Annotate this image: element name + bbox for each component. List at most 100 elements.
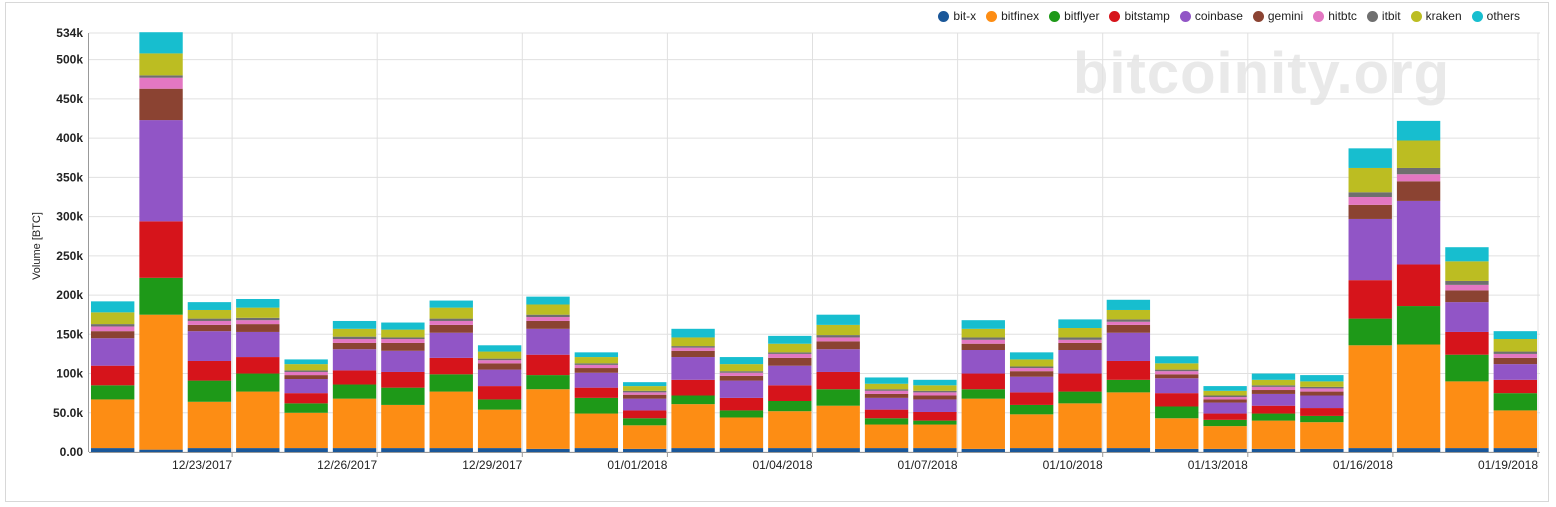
bar-segment-coinbase[interactable] (526, 328, 570, 355)
bar-segment-coinbase[interactable] (864, 397, 909, 410)
bar-segment-bitflyer[interactable] (139, 277, 183, 315)
bar-segment-gemini[interactable] (913, 395, 957, 400)
bar-segment-hitbtc[interactable] (236, 320, 280, 325)
bar-segment-itbit[interactable] (864, 389, 909, 391)
bar-segment-bitfinex[interactable] (719, 417, 764, 449)
bar-segment-others[interactable] (1155, 356, 1199, 364)
bar-segment-hitbtc[interactable] (1493, 353, 1537, 358)
bar-segment-bit-x[interactable] (429, 448, 473, 452)
bar-segment-bitflyer[interactable] (1251, 413, 1296, 421)
bar-segment-kraken[interactable] (381, 329, 425, 338)
bar-segment-bit-x[interactable] (1493, 448, 1537, 452)
bar-segment-bit-x[interactable] (864, 448, 909, 452)
bar-segment-bitstamp[interactable] (768, 385, 812, 401)
bar-segment-itbit[interactable] (768, 352, 812, 354)
bar-segment-kraken[interactable] (236, 307, 280, 318)
bar-segment-gemini[interactable] (816, 341, 860, 350)
bar-segment-bit-x[interactable] (1058, 448, 1102, 452)
bar-segment-bit-x[interactable] (719, 448, 764, 452)
bar-segment-bitflyer[interactable] (1493, 393, 1537, 411)
bar-segment-bitstamp[interactable] (477, 386, 522, 400)
bar-segment-gemini[interactable] (1445, 290, 1489, 303)
bar-segment-coinbase[interactable] (913, 399, 957, 412)
bar-segment-others[interactable] (91, 301, 135, 313)
bar-segment-bitstamp[interactable] (139, 221, 183, 278)
bar-segment-kraken[interactable] (526, 304, 570, 315)
bar-segment-kraken[interactable] (332, 328, 377, 337)
bar-segment-others[interactable] (671, 328, 715, 338)
bar-segment-bitflyer[interactable] (768, 400, 812, 412)
bar-segment-bitfinex[interactable] (1203, 426, 1247, 449)
bar-segment-itbit[interactable] (429, 318, 473, 321)
bar-segment-hitbtc[interactable] (526, 317, 570, 321)
bar-segment-bitstamp[interactable] (429, 357, 473, 375)
bar-segment-bitfinex[interactable] (284, 412, 328, 449)
bar-segment-bitfinex[interactable] (1009, 414, 1054, 449)
bar-segment-kraken[interactable] (1009, 359, 1054, 367)
bar-segment-coinbase[interactable] (574, 372, 619, 388)
bar-segment-coinbase[interactable] (671, 357, 715, 380)
bar-segment-kraken[interactable] (284, 364, 328, 371)
bar-segment-coinbase[interactable] (961, 349, 1005, 374)
bar-segment-bitstamp[interactable] (1155, 393, 1199, 407)
bar-segment-bitfinex[interactable] (91, 399, 135, 449)
bar-segment-coinbase[interactable] (381, 350, 425, 372)
bar-segment-gemini[interactable] (477, 363, 522, 370)
bar-segment-bit-x[interactable] (1348, 448, 1392, 452)
bar-segment-bitfinex[interactable] (139, 314, 183, 450)
bar-segment-itbit[interactable] (1106, 319, 1151, 322)
bar-segment-gemini[interactable] (1155, 374, 1199, 379)
bar-segment-bitfinex[interactable] (1058, 403, 1102, 449)
bar-segment-bit-x[interactable] (913, 448, 957, 452)
bar-segment-coinbase[interactable] (1445, 302, 1489, 332)
bar-segment-gemini[interactable] (284, 375, 328, 380)
bar-segment-bitflyer[interactable] (284, 403, 328, 413)
bar-segment-coinbase[interactable] (236, 331, 280, 358)
bar-segment-gemini[interactable] (864, 393, 909, 398)
bar-segment-bitfinex[interactable] (236, 391, 280, 449)
bar-segment-bitflyer[interactable] (961, 389, 1005, 399)
bar-segment-hitbtc[interactable] (574, 364, 619, 369)
bar-segment-bitstamp[interactable] (623, 410, 667, 419)
bar-segment-bitflyer[interactable] (623, 418, 667, 426)
bar-segment-coinbase[interactable] (91, 338, 135, 366)
bar-segment-bitflyer[interactable] (236, 373, 280, 392)
bar-segment-hitbtc[interactable] (1106, 321, 1151, 325)
bar-segment-bitflyer[interactable] (1155, 406, 1199, 419)
bar-segment-gemini[interactable] (1348, 204, 1392, 219)
bar-segment-coinbase[interactable] (1009, 376, 1054, 393)
bar-segment-bit-x[interactable] (526, 448, 570, 452)
bar-segment-kraken[interactable] (1251, 379, 1296, 386)
bar-segment-others[interactable] (477, 345, 522, 352)
bar-segment-hitbtc[interactable] (864, 390, 909, 394)
bar-segment-bitstamp[interactable] (1009, 392, 1054, 405)
bar-segment-bitstamp[interactable] (816, 371, 860, 390)
bar-segment-others[interactable] (526, 296, 570, 305)
bar-segment-bitfinex[interactable] (671, 404, 715, 449)
bar-segment-others[interactable] (1009, 352, 1054, 360)
bar-segment-kraken[interactable] (91, 312, 135, 325)
bar-segment-bit-x[interactable] (1445, 448, 1489, 452)
bar-segment-others[interactable] (1106, 299, 1151, 310)
bar-segment-bitflyer[interactable] (816, 389, 860, 406)
bar-segment-itbit[interactable] (1155, 369, 1199, 372)
bar-segment-hitbtc[interactable] (381, 339, 425, 343)
bar-segment-itbit[interactable] (477, 358, 522, 361)
bar-segment-bitfinex[interactable] (526, 389, 570, 449)
bar-segment-gemini[interactable] (332, 342, 377, 350)
bar-segment-others[interactable] (1396, 120, 1441, 141)
bar-segment-coinbase[interactable] (332, 349, 377, 371)
bar-segment-gemini[interactable] (381, 342, 425, 351)
bar-segment-bitstamp[interactable] (864, 409, 909, 419)
bar-segment-bitflyer[interactable] (477, 399, 522, 410)
bar-segment-bitfinex[interactable] (1445, 381, 1489, 449)
bar-segment-bitfinex[interactable] (1155, 418, 1199, 449)
bar-segment-hitbtc[interactable] (1348, 196, 1392, 205)
bar-segment-bitstamp[interactable] (719, 397, 764, 411)
bar-segment-gemini[interactable] (1203, 399, 1247, 403)
legend-item-bitfinex[interactable]: bitfinex (986, 9, 1039, 23)
bar-segment-others[interactable] (1203, 386, 1247, 391)
bar-segment-others[interactable] (719, 357, 764, 365)
bar-segment-others[interactable] (1493, 331, 1537, 340)
bar-segment-others[interactable] (961, 320, 1005, 329)
